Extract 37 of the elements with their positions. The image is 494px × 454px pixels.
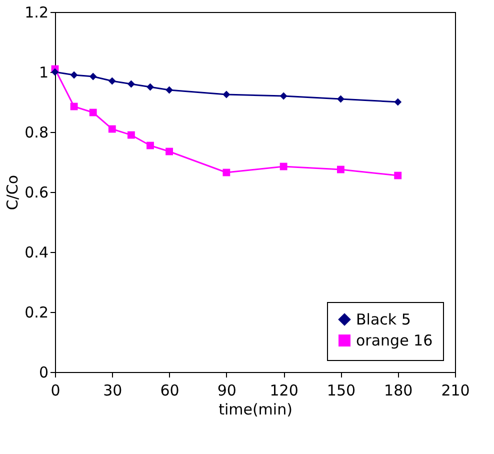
point — [89, 72, 97, 80]
x-tick-label: 30 — [103, 382, 122, 400]
point — [337, 166, 344, 174]
point — [394, 172, 402, 180]
point — [280, 162, 288, 170]
point — [70, 102, 78, 110]
y-tick-label: 0 — [38, 364, 48, 382]
y-tick-label: 0.6 — [24, 184, 48, 202]
point — [127, 80, 135, 88]
y-tick-label: 0.8 — [24, 124, 48, 142]
x-tick-label: 0 — [50, 382, 60, 400]
point — [280, 92, 288, 100]
point — [222, 90, 230, 98]
point — [394, 98, 402, 106]
x-axis-title: time(min) — [218, 400, 292, 418]
point — [108, 77, 116, 85]
point — [70, 71, 78, 79]
point — [89, 108, 97, 116]
point — [166, 148, 173, 156]
x-tick-label: 90 — [217, 382, 236, 400]
y-tick-label: 1 — [38, 64, 48, 82]
y-tick-label: 1.2 — [24, 4, 48, 22]
y-tick-label: 0.4 — [24, 244, 48, 262]
point — [108, 125, 116, 133]
point — [51, 68, 59, 76]
x-tick-label: 180 — [384, 382, 413, 400]
point — [222, 168, 230, 176]
y-tick-label: 0.2 — [24, 304, 48, 322]
y-axis-title: C/Co — [4, 174, 22, 210]
legend-label: Black 5 — [356, 310, 411, 328]
legend-label: orange 16 — [356, 332, 433, 350]
x-tick-label: 120 — [270, 382, 298, 400]
point — [146, 142, 154, 150]
x-tick-label: 210 — [441, 382, 470, 400]
x-tick-label: 60 — [160, 382, 180, 400]
x-tick-label: 150 — [326, 382, 356, 400]
point — [127, 131, 135, 139]
